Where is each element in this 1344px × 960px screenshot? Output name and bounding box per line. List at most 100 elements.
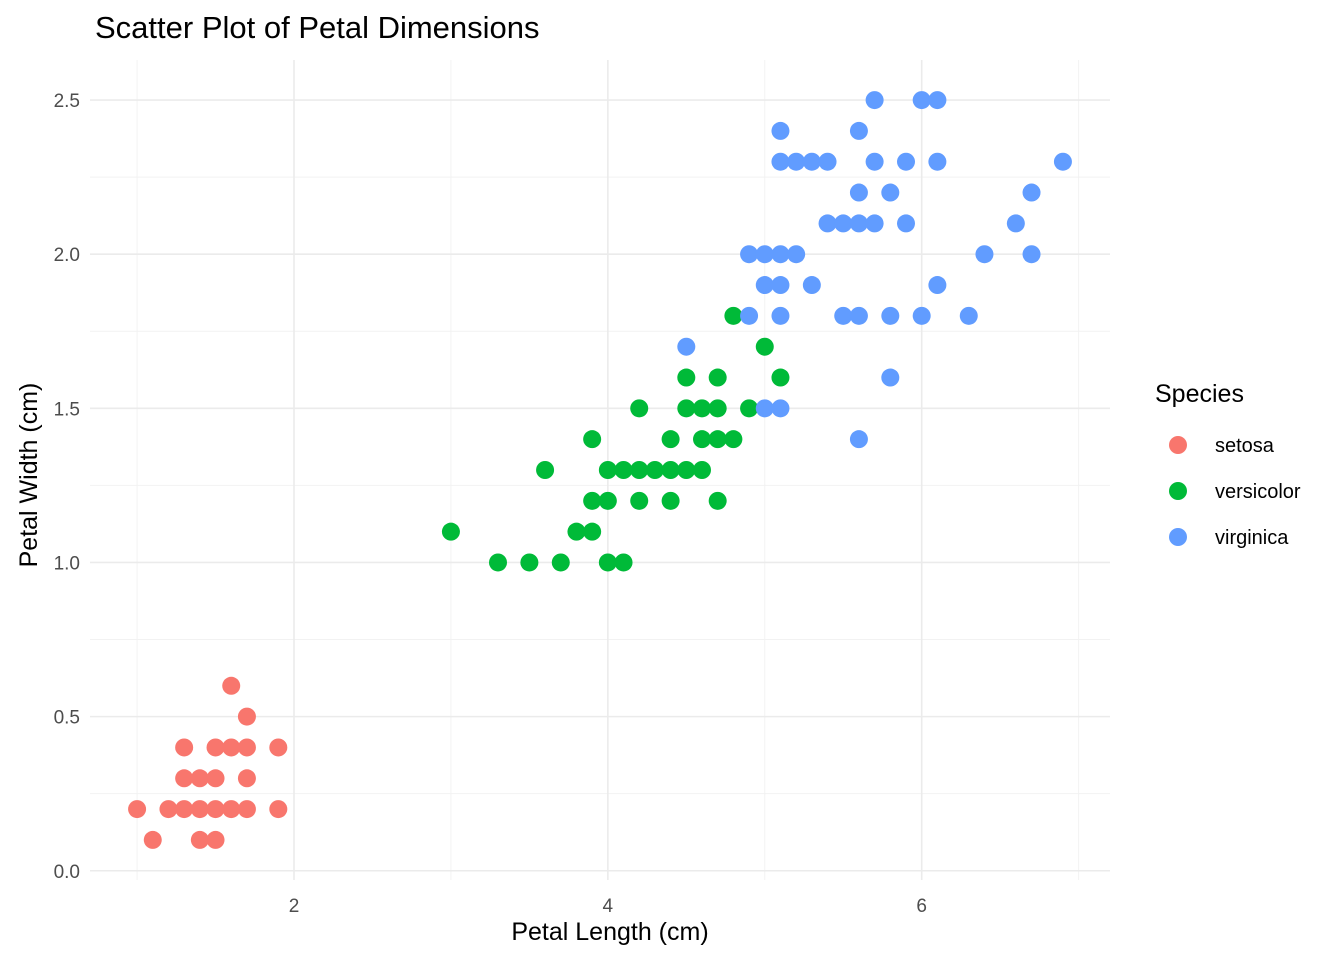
x-tick-label: 2	[289, 896, 300, 917]
legend-key-setosa	[1169, 436, 1187, 454]
data-point-versicolor	[708, 430, 727, 449]
data-point-virginica	[677, 337, 696, 356]
data-point-virginica	[1006, 214, 1025, 233]
data-point-setosa	[206, 769, 225, 788]
y-tick-label: 1.0	[54, 553, 80, 574]
data-point-setosa	[206, 800, 225, 819]
data-point-virginica	[755, 399, 774, 418]
data-point-versicolor	[693, 461, 711, 479]
data-point-versicolor	[598, 491, 617, 510]
data-point-versicolor	[598, 553, 617, 572]
data-point-virginica	[1022, 245, 1041, 264]
data-point-versicolor	[598, 461, 617, 479]
data-point-versicolor	[708, 491, 727, 510]
data-point-versicolor	[630, 461, 649, 479]
data-point-setosa	[206, 830, 225, 849]
data-point-virginica	[928, 152, 947, 171]
data-point-setosa	[128, 800, 147, 819]
y-tick-label: 2.5	[54, 91, 80, 112]
data-point-setosa	[190, 769, 209, 788]
data-point-versicolor	[693, 399, 711, 418]
data-point-virginica	[975, 245, 994, 264]
data-point-versicolor	[708, 368, 727, 387]
data-point-virginica	[802, 276, 821, 295]
data-point-virginica	[928, 91, 947, 110]
data-point-setosa	[222, 676, 241, 695]
y-tick-label: 0.5	[54, 708, 80, 729]
data-point-versicolor	[771, 368, 790, 387]
y-axis-title: Petal Width (cm)	[15, 383, 43, 568]
data-point-virginica	[865, 91, 884, 110]
data-point-virginica	[849, 430, 868, 449]
data-point-virginica	[771, 121, 790, 140]
data-point-versicolor	[583, 522, 602, 541]
data-point-virginica	[849, 214, 868, 233]
data-point-versicolor	[583, 491, 602, 510]
data-point-virginica	[771, 276, 790, 295]
data-point-virginica	[818, 214, 837, 233]
data-point-virginica	[881, 183, 900, 202]
data-point-versicolor	[677, 461, 696, 479]
data-point-versicolor	[441, 522, 460, 541]
data-point-versicolor	[614, 553, 633, 572]
data-point-setosa	[190, 830, 209, 849]
data-point-virginica	[771, 245, 790, 264]
data-point-setosa	[190, 800, 209, 819]
data-point-setosa	[269, 738, 288, 757]
legend-label-virginica: virginica	[1215, 527, 1289, 549]
x-tick-labels: 2 4 6	[289, 896, 927, 917]
x-axis-title: Petal Length (cm)	[511, 918, 708, 946]
legend-label-versicolor: versicolor	[1215, 481, 1301, 503]
data-point-virginica	[771, 399, 790, 418]
data-point-virginica	[834, 214, 853, 233]
x-tick-label: 6	[916, 896, 927, 917]
data-point-versicolor	[661, 430, 680, 449]
data-point-versicolor	[724, 430, 743, 449]
data-point-setosa	[206, 738, 225, 757]
x-tick-label: 4	[603, 896, 614, 917]
data-point-virginica	[771, 152, 790, 171]
data-points	[128, 91, 1072, 849]
data-point-virginica	[897, 152, 915, 171]
data-point-versicolor	[708, 399, 727, 418]
data-point-virginica	[849, 121, 868, 140]
data-point-virginica	[787, 245, 806, 264]
data-point-virginica	[802, 152, 821, 171]
data-point-versicolor	[645, 461, 664, 479]
data-point-versicolor	[551, 553, 570, 572]
data-point-versicolor	[614, 461, 633, 479]
data-point-virginica	[740, 245, 759, 264]
data-point-virginica	[865, 152, 884, 171]
data-point-setosa	[237, 707, 256, 726]
legend: Species setosa versicolor virginica	[1155, 380, 1301, 549]
data-point-versicolor	[677, 368, 696, 387]
data-point-virginica	[912, 91, 931, 110]
data-point-virginica	[849, 183, 868, 202]
y-tick-label: 2.0	[54, 245, 80, 266]
legend-title: Species	[1155, 380, 1244, 408]
data-point-virginica	[865, 214, 884, 233]
data-point-versicolor	[661, 491, 680, 510]
data-point-virginica	[849, 306, 868, 325]
legend-label-setosa: setosa	[1215, 435, 1275, 457]
data-point-versicolor	[630, 491, 649, 510]
data-point-virginica	[818, 152, 837, 171]
data-point-versicolor	[630, 399, 649, 418]
data-point-setosa	[175, 769, 194, 788]
data-point-setosa	[237, 800, 256, 819]
data-point-setosa	[269, 800, 288, 819]
y-tick-labels: 0.0 0.5 1.0 1.5 2.0 2.5	[54, 91, 80, 883]
data-point-virginica	[881, 368, 900, 387]
data-point-versicolor	[677, 399, 696, 418]
legend-key-virginica	[1169, 528, 1187, 546]
data-point-virginica	[1053, 152, 1072, 171]
data-point-virginica	[755, 245, 774, 264]
data-point-versicolor	[520, 553, 539, 572]
y-tick-label: 0.0	[54, 862, 80, 883]
data-point-versicolor	[489, 553, 507, 572]
data-point-versicolor	[536, 461, 555, 479]
legend-key-versicolor	[1169, 482, 1187, 500]
data-point-virginica	[771, 306, 790, 325]
data-point-virginica	[755, 276, 774, 295]
